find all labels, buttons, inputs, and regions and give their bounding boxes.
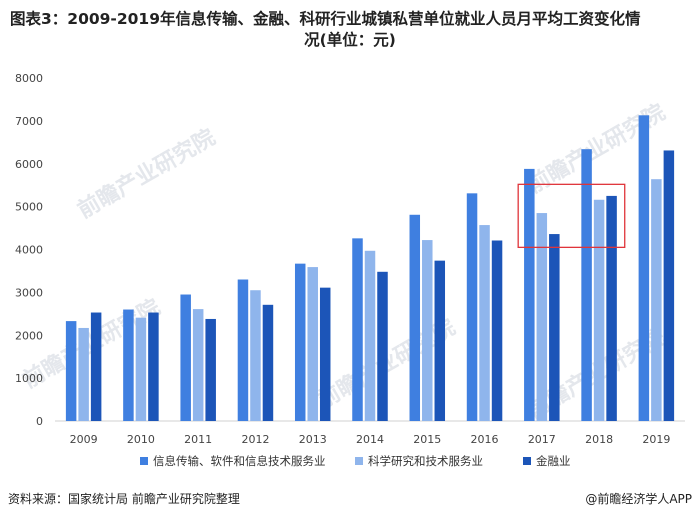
legend-swatch <box>523 457 531 465</box>
bar-3 <box>319 287 331 421</box>
y-tick-label: 1000 <box>15 372 43 385</box>
bar-2 <box>479 225 490 421</box>
y-tick-label: 8000 <box>15 72 43 85</box>
bar-2 <box>307 267 318 421</box>
bar-chart: 前瞻产业研究院前瞻产业研究院前瞻产业研究院前瞻产业研究院前瞻产业研究院01000… <box>15 72 685 468</box>
legend-label: 金融业 <box>536 454 571 468</box>
bar-1 <box>581 149 592 422</box>
bar-3 <box>606 195 617 421</box>
x-tick-label: 2012 <box>241 433 269 446</box>
source-note: 资料来源：国家统计局 前瞻产业研究院整理 <box>8 492 240 506</box>
bar-3 <box>90 312 102 421</box>
y-tick-label: 0 <box>36 415 43 428</box>
x-tick-label: 2009 <box>70 433 98 446</box>
bar-1 <box>294 263 306 421</box>
bar-2 <box>192 309 204 421</box>
bar-3 <box>148 312 159 421</box>
bar-1 <box>466 193 478 421</box>
legend-label: 科学研究和技术服务业 <box>368 454 483 468</box>
y-tick-label: 3000 <box>15 286 43 299</box>
x-tick-label: 2011 <box>184 433 212 446</box>
bar-2 <box>78 327 89 421</box>
y-tick-label: 2000 <box>15 329 43 342</box>
y-tick-label: 4000 <box>15 244 43 257</box>
bar-1 <box>180 294 191 421</box>
bar-3 <box>205 318 216 421</box>
bar-2 <box>593 199 605 421</box>
x-tick-label: 2013 <box>299 433 327 446</box>
bar-2 <box>536 213 548 421</box>
bar-3 <box>377 271 388 421</box>
title-line-2: 况(单位：元) <box>304 31 396 49</box>
y-tick-label: 5000 <box>15 201 43 214</box>
watermark-text: 前瞻产业研究院 <box>73 124 219 224</box>
x-tick-label: 2017 <box>528 433 556 446</box>
highlight-box <box>517 183 626 249</box>
x-tick-label: 2014 <box>356 433 384 446</box>
bar-1 <box>65 321 77 421</box>
bar-2 <box>651 179 662 421</box>
bar-1 <box>237 279 249 421</box>
bar-3 <box>262 304 274 421</box>
bar-3 <box>663 150 675 422</box>
bar-1 <box>524 168 535 421</box>
title-line-1: 图表3：2009-2019年信息传输、金融、科研行业城镇私营单位就业人员月平均工… <box>10 10 641 28</box>
chart-title: 图表3：2009-2019年信息传输、金融、科研行业城镇私营单位就业人员月平均工… <box>10 9 690 51</box>
x-tick-label: 2015 <box>413 433 441 446</box>
bar-2 <box>364 250 376 421</box>
bar-1 <box>352 238 363 421</box>
x-tick-label: 2010 <box>127 433 155 446</box>
legend-swatch <box>140 457 148 465</box>
bar-2 <box>422 240 433 421</box>
bar-3 <box>549 234 560 421</box>
bar-1 <box>638 115 650 422</box>
bar-2 <box>135 317 147 421</box>
bar-3 <box>434 260 446 421</box>
legend-label: 信息传输、软件和信息技术服务业 <box>153 454 326 468</box>
bar-2 <box>250 290 261 421</box>
brand-credit: @前瞻经济学人APP <box>585 492 692 506</box>
bar-3 <box>491 240 503 421</box>
bar-1 <box>123 309 134 421</box>
x-tick-label: 2016 <box>471 433 499 446</box>
legend-swatch <box>355 457 363 465</box>
x-tick-label: 2018 <box>585 433 613 446</box>
y-tick-label: 7000 <box>15 115 43 128</box>
x-tick-label: 2019 <box>642 433 670 446</box>
y-tick-label: 6000 <box>15 158 43 171</box>
bar-1 <box>409 214 421 421</box>
